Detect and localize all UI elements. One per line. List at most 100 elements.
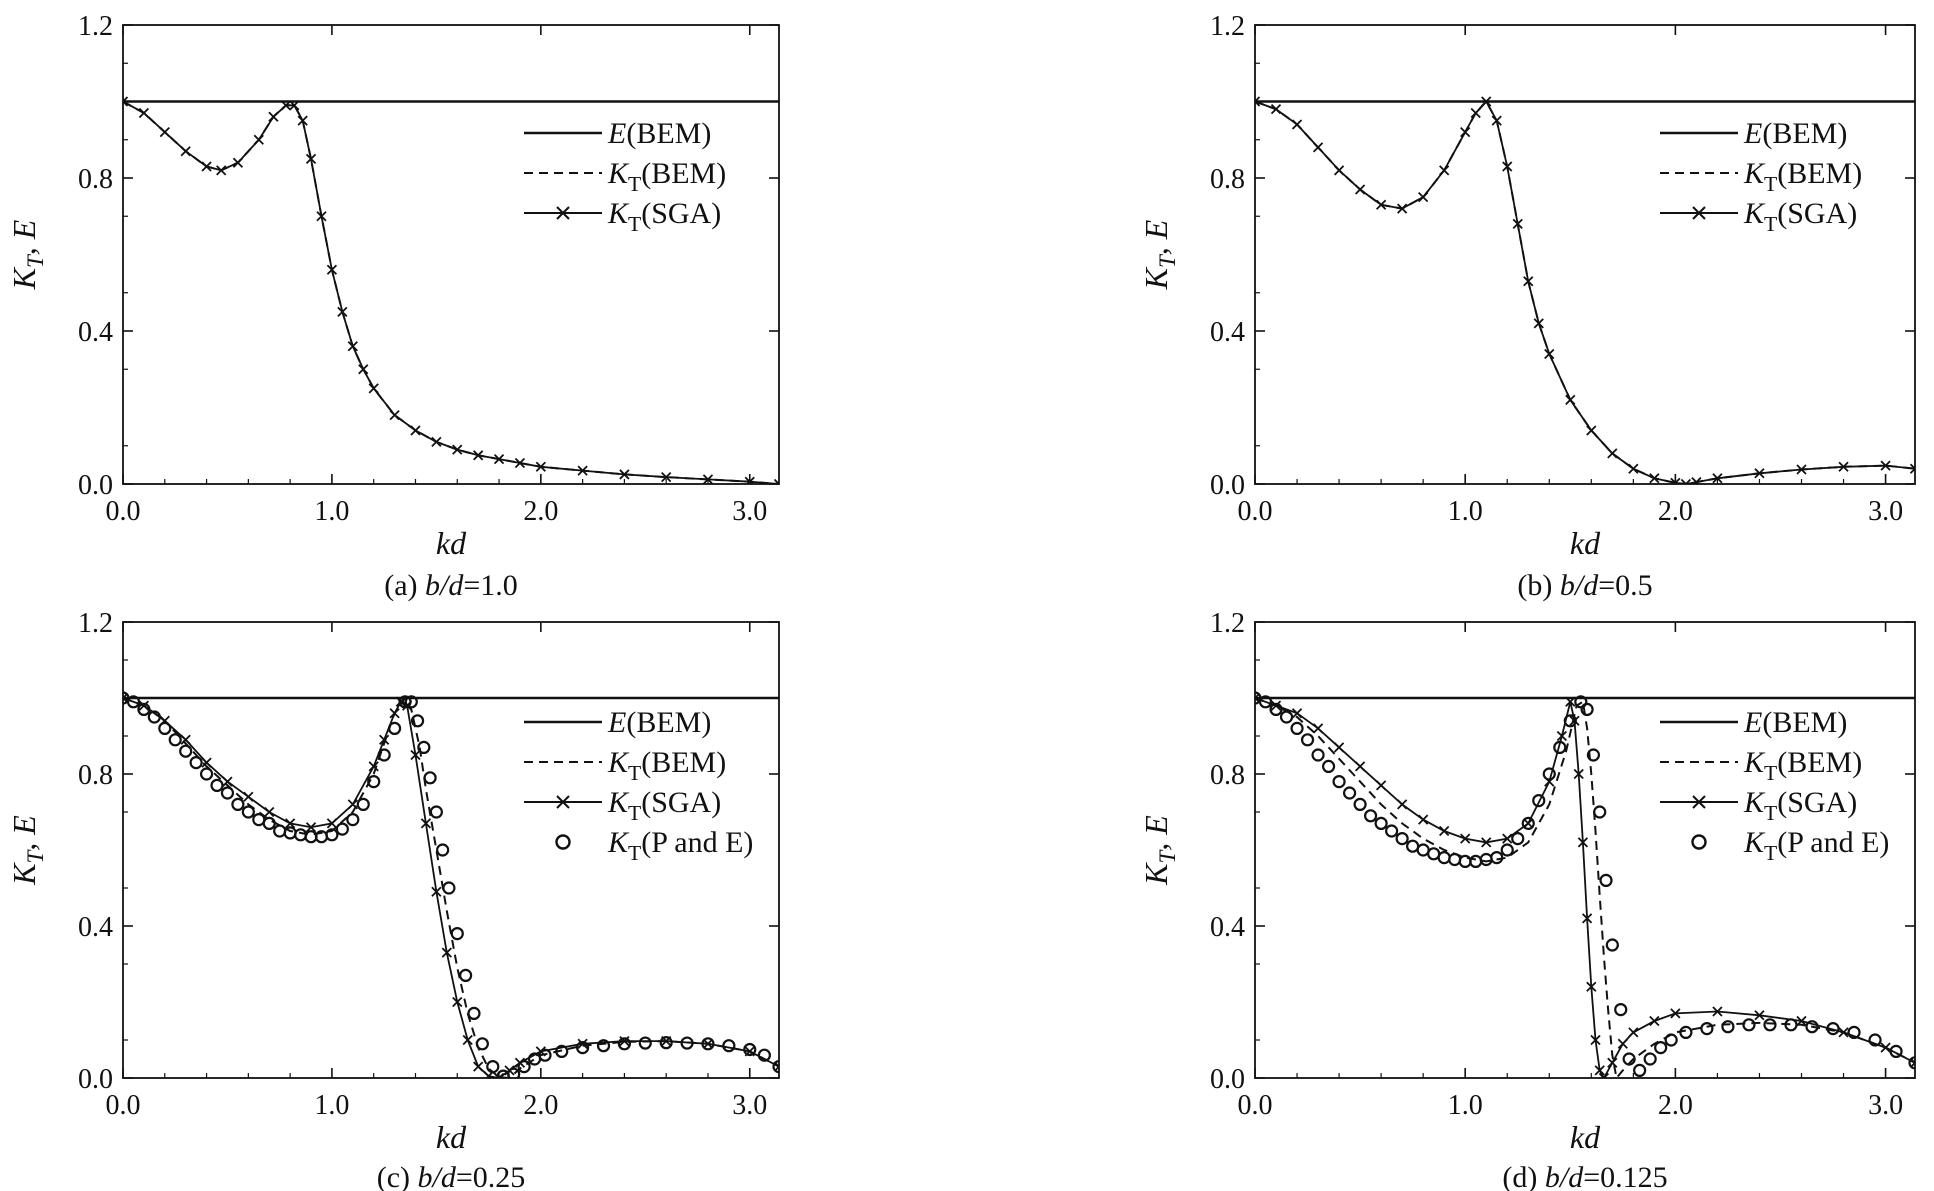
circle-marker <box>1889 1044 1903 1059</box>
circle-marker <box>659 1036 673 1050</box>
x-marker <box>123 692 129 704</box>
x-marker-stroke <box>773 1065 779 1072</box>
circle-marker <box>293 828 308 842</box>
x-axis-label: kd <box>1570 525 1601 561</box>
x-marker <box>347 799 358 810</box>
y-tick-label: 0.0 <box>78 1064 113 1095</box>
legend-circle-marker <box>1691 834 1707 850</box>
x-tick-label: 1.0 <box>1448 1090 1483 1121</box>
x-marker-stroke <box>1418 191 1429 203</box>
x-marker <box>1418 191 1429 203</box>
x-marker-stroke <box>1354 761 1366 772</box>
y-axis-label: KT, E <box>6 219 48 290</box>
x-marker-stroke <box>201 161 212 172</box>
circle-marker <box>1614 1002 1628 1017</box>
x-axis-label: kd <box>436 525 467 561</box>
x-marker <box>452 444 463 455</box>
x-marker <box>216 165 227 176</box>
x-marker-stroke <box>1649 473 1660 484</box>
plot-frame <box>1254 24 1916 485</box>
x-axis-label: kd <box>1570 1119 1601 1155</box>
circle-marker <box>1532 793 1546 808</box>
x-marker-stroke <box>1565 394 1576 405</box>
circle-marker <box>283 826 297 840</box>
circle-marker <box>1269 702 1283 717</box>
circle-marker <box>1700 1021 1714 1036</box>
x-marker <box>368 761 379 772</box>
y-tick-label: 0.8 <box>78 760 113 791</box>
legend-item: KT(SGA) <box>1660 786 1857 825</box>
circle-marker <box>1427 847 1441 861</box>
x-marker-stroke <box>297 115 308 126</box>
x-marker-stroke <box>1565 696 1576 707</box>
circle-marker <box>189 755 203 770</box>
x-marker-stroke <box>1333 742 1345 753</box>
x-marker <box>123 96 129 107</box>
x-tick-label: 1.0 <box>314 496 349 527</box>
circle-marker <box>538 1048 552 1062</box>
x-marker-stroke <box>452 996 463 1008</box>
x-marker-stroke <box>493 454 505 465</box>
x-marker-stroke <box>1460 126 1471 138</box>
x-marker-stroke <box>123 100 129 107</box>
circle-marker <box>199 767 214 781</box>
x-marker <box>1375 780 1387 791</box>
x-marker-stroke <box>305 822 317 833</box>
x-marker <box>1533 318 1544 329</box>
x-marker-stroke <box>1523 818 1534 829</box>
x-marker-stroke <box>1396 799 1408 810</box>
x-marker <box>1270 104 1282 115</box>
legend-label: E(BEM) <box>1743 117 1847 150</box>
circle-marker <box>743 1042 757 1057</box>
x-marker-stroke <box>1684 478 1692 484</box>
x-marker <box>1544 348 1555 360</box>
x-marker <box>462 1034 473 1046</box>
x-marker-stroke <box>773 478 779 484</box>
circle-marker <box>1580 702 1594 717</box>
x-marker <box>1909 463 1915 474</box>
legend-x-marker <box>1692 795 1706 809</box>
x-marker <box>1354 184 1366 195</box>
legend-label: KT(BEM) <box>1743 157 1862 196</box>
x-marker-stroke <box>389 410 400 421</box>
y-tick-label: 0.0 <box>1210 470 1245 501</box>
x-marker-stroke <box>1481 837 1492 848</box>
x-marker <box>452 996 463 1008</box>
x-marker-stroke <box>1590 1034 1601 1046</box>
circle-marker <box>356 797 370 812</box>
plot-area <box>123 96 779 484</box>
x-marker <box>232 157 244 168</box>
legend-label: KT(SGA) <box>607 197 721 236</box>
x-marker-stroke <box>1586 425 1597 436</box>
circle-marker <box>450 926 464 941</box>
x-marker-stroke <box>1909 1057 1915 1065</box>
legend-item: KT(BEM) <box>524 746 726 785</box>
circle-marker <box>517 1059 531 1074</box>
x-marker-stroke <box>1491 115 1502 126</box>
x-marker <box>773 1061 779 1072</box>
x-marker <box>253 134 264 145</box>
plot-area <box>1255 691 1915 1078</box>
x-marker-stroke <box>1533 318 1544 329</box>
x-tick-label: 3.0 <box>732 496 767 527</box>
x-marker-stroke <box>410 425 421 436</box>
x-marker-stroke <box>337 306 348 318</box>
y-tick-label: 0.4 <box>78 317 113 348</box>
x-marker <box>1375 199 1387 210</box>
x-marker-stroke <box>138 700 150 711</box>
x-marker-stroke <box>1598 1072 1606 1078</box>
x-marker <box>1586 425 1597 436</box>
circle-marker <box>1605 938 1619 952</box>
x-marker <box>577 1038 588 1049</box>
x-marker-stroke <box>1880 460 1891 471</box>
x-tick-label: 3.0 <box>1868 1090 1903 1121</box>
x-marker <box>1460 126 1471 138</box>
circle-marker <box>596 1039 611 1053</box>
x-marker-stroke <box>1396 203 1408 214</box>
circle-marker <box>231 797 245 812</box>
legend-label: E(BEM) <box>607 117 711 150</box>
y-tick-label: 0.8 <box>1210 164 1245 195</box>
x-marker <box>395 696 406 707</box>
x-marker-stroke <box>1649 1015 1660 1027</box>
x-marker-stroke <box>1255 100 1261 107</box>
